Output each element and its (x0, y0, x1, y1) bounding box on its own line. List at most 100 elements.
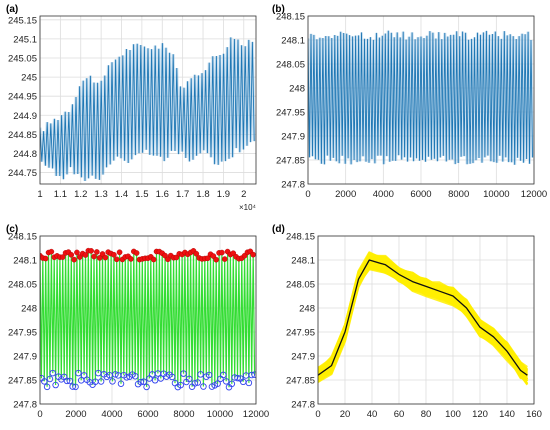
valley-marker (180, 370, 187, 377)
peak-marker (94, 249, 100, 255)
panel-2: (c) 0 2000 4000 6000 8000 10000 12000 247.8 247.8… (6, 224, 269, 420)
valley-marker (214, 380, 221, 387)
valley-marker (248, 371, 255, 379)
peak-marker (88, 248, 94, 254)
x-tick-label: 8000 (448, 189, 469, 200)
y-tick-label: 248.15 (276, 12, 305, 23)
peak-marker (213, 256, 220, 263)
y-tick-label: 248.15 (286, 232, 315, 243)
panel-label: (d) (272, 224, 285, 235)
data-layer (40, 247, 256, 391)
x-multiplier: ×10⁴ (239, 203, 257, 212)
peak-marker (113, 256, 120, 263)
peak-marker (68, 252, 75, 258)
y-tick-label: 248.05 (276, 60, 305, 71)
valley-marker (200, 383, 207, 390)
valley-marker (140, 378, 147, 385)
panel-label: (b) (272, 4, 285, 15)
valley-marker (49, 369, 57, 377)
valley-marker (69, 383, 76, 390)
x-tick-label: 6000 (137, 409, 158, 420)
x-tick-label: 12000 (243, 409, 269, 420)
x-tick-label: 12000 (521, 189, 547, 200)
peak-marker (82, 252, 89, 258)
valley-marker (46, 375, 54, 383)
x-tick-label: 1.6 (156, 189, 169, 200)
peak-marker (42, 255, 49, 262)
x-tick-label: 1 (37, 189, 42, 200)
valley-marker (80, 372, 88, 379)
valley-marker (41, 378, 48, 385)
y-tick-label: 244.85 (8, 130, 37, 141)
y-tick-label: 244.75 (8, 168, 37, 179)
valley-marker (109, 378, 116, 385)
mean-cycle-line (318, 259, 528, 376)
y-tick-label: 247.8 (13, 400, 37, 411)
y-tick-label: 245 (21, 73, 37, 84)
peak-marker (74, 249, 80, 256)
plot-frame (39, 15, 257, 185)
y-tick-label: 247.8 (291, 400, 315, 411)
valley-marker (245, 379, 253, 387)
peak-marker (116, 249, 123, 256)
peak-marker (133, 250, 140, 256)
valley-marker (66, 377, 74, 385)
peak-marker (59, 254, 66, 260)
y-tick-label: 248.1 (13, 256, 37, 267)
y-tick-label: 244.95 (8, 92, 37, 103)
y-tick-label: 245.15 (8, 15, 37, 26)
plot-frame (307, 15, 535, 185)
valley-marker (43, 383, 51, 391)
x-tick-label: 1.9 (217, 189, 230, 200)
valley-marker (137, 378, 145, 386)
valley-marker (220, 371, 227, 379)
y-tick-label: 248.05 (286, 280, 315, 291)
x-tick-label: 1.7 (176, 189, 189, 200)
x-tick-label: 1.4 (115, 189, 128, 200)
peak-marker (165, 256, 171, 263)
valley-marker (72, 383, 79, 391)
valley-marker (157, 375, 165, 382)
panel-label: (c) (6, 224, 18, 235)
x-tick-label: 1.2 (74, 189, 87, 200)
peak-marker (204, 255, 211, 262)
peak-marker (71, 256, 77, 263)
valley-marker (197, 371, 204, 378)
valley-marker (194, 379, 201, 386)
y-tick-label: 247.85 (276, 156, 305, 167)
x-tick-label: 2 (241, 189, 246, 200)
y-tick-label: 248.15 (8, 232, 37, 243)
peak-marker (96, 255, 103, 261)
peak-marker (111, 251, 117, 258)
x-tick-label: 2000 (65, 409, 86, 420)
x-tick-label: 2000 (335, 189, 356, 200)
panel-0: (a) 1 1.1 1.2 1.3 1.4 1.5 1.6 1.7 1.8 1.9 2 244.75 24… (6, 4, 257, 212)
peak-marker (102, 254, 109, 261)
x-tick-label: 0 (305, 189, 310, 200)
y-tick-label: 247.85 (8, 376, 37, 387)
valley-marker (63, 377, 71, 385)
valley-marker (131, 373, 139, 380)
y-tick-label: 248.1 (281, 36, 305, 47)
y-tick-label: 247.95 (8, 328, 37, 339)
peak-marker (219, 249, 225, 256)
x-tick-label: 80 (421, 409, 432, 420)
valley-marker (185, 375, 193, 383)
plot-frame (317, 235, 535, 405)
x-tick-label: 1.1 (54, 189, 67, 200)
y-tick-label: 248 (299, 304, 315, 315)
y-tick-label: 247.95 (276, 108, 305, 119)
cycle-trace (318, 255, 529, 373)
data-layer (40, 37, 256, 182)
peak-marker (91, 253, 97, 260)
y-tick-label: 245.05 (8, 54, 37, 65)
signal-line (40, 250, 256, 388)
x-tick-label: 1.5 (135, 189, 148, 200)
x-tick-label: 4000 (373, 189, 394, 200)
valley-marker (191, 380, 199, 387)
x-tick-label: 10000 (207, 409, 233, 420)
peak-marker (250, 251, 256, 258)
y-tick-label: 247.9 (13, 352, 37, 363)
x-tick-label: 120 (472, 409, 488, 420)
